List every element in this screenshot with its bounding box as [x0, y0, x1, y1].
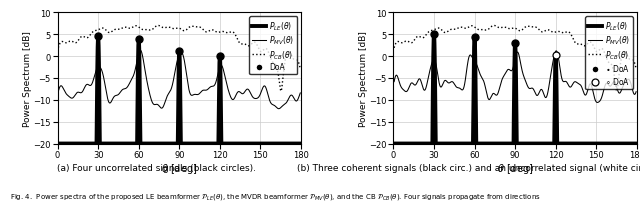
Y-axis label: Power Spectrum [dB]: Power Spectrum [dB] [23, 31, 32, 126]
Text: Fig. 4.  Power spectra of the proposed LE beamformer $\mathcal{P}_{LE}(\theta)$,: Fig. 4. Power spectra of the proposed LE… [10, 191, 540, 201]
X-axis label: $\theta$ [deg]: $\theta$ [deg] [497, 161, 533, 175]
Legend: $P_{LE}(\theta)$, $P_{MV}(\theta)$, $P_{CB}(\theta)$, $\bullet$ DoA, $\circ$ DoA: $P_{LE}(\theta)$, $P_{MV}(\theta)$, $P_{… [585, 17, 633, 90]
Legend: $P_{LE}(\theta)$, $P_{MV}(\theta)$, $P_{CB}(\theta)$, DoA: $P_{LE}(\theta)$, $P_{MV}(\theta)$, $P_{… [249, 17, 297, 75]
X-axis label: $\theta$ [deg]: $\theta$ [deg] [161, 161, 197, 175]
Y-axis label: Power Spectrum [dB]: Power Spectrum [dB] [358, 31, 367, 126]
Text: (a) Four uncorrelated signals (black circles).: (a) Four uncorrelated signals (black cir… [58, 163, 256, 172]
Text: (b) Three coherent signals (black circ.) and an uncorrelated signal (white circ.: (b) Three coherent signals (black circ.)… [297, 163, 640, 172]
